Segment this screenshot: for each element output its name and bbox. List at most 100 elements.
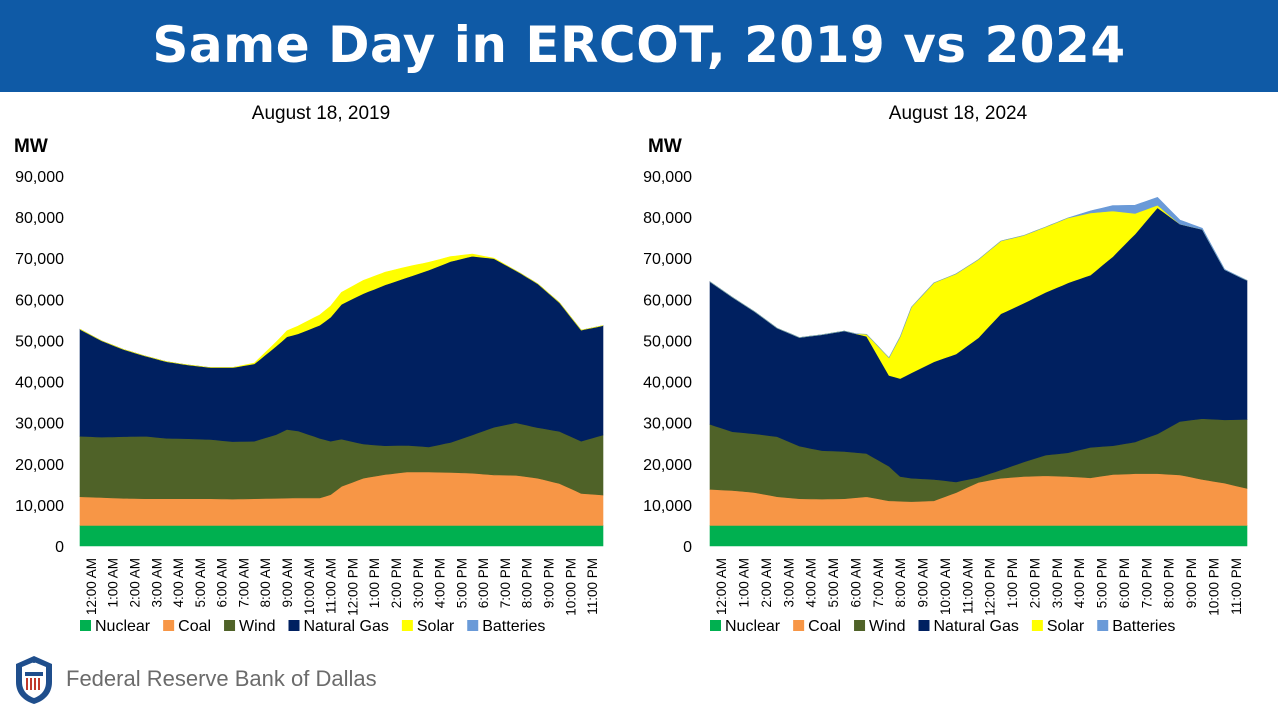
x-tick-label: 10:00 PM: [563, 558, 578, 616]
y-tick-label: 20,000: [643, 457, 692, 474]
x-tick-label: 4:00 PM: [1072, 558, 1087, 608]
legend-swatch: [1031, 620, 1043, 631]
x-tick-label: 9:00 AM: [280, 558, 295, 608]
y-tick-label: 40,000: [643, 375, 692, 392]
x-tick-label: 1:00 AM: [737, 558, 752, 608]
x-tick-label: 2:00 AM: [759, 558, 774, 608]
chart-2: August 18, 2024 MW 0 10,000 20,000 30,000 40,0…: [643, 103, 1248, 635]
x-tick-label: 6:00 PM: [1117, 558, 1132, 608]
x-tick-label: 8:00 AM: [893, 558, 908, 608]
y-tick-label: 60,000: [15, 292, 64, 309]
x-tick-label: 9:00 PM: [1184, 558, 1199, 608]
x-tick-label: 10:00 AM: [302, 558, 317, 615]
legend-swatch: [288, 620, 300, 631]
y-tick-label: 60,000: [643, 292, 692, 309]
legend-swatch: [224, 620, 236, 631]
x-tick-label: 11:00 PM: [1229, 558, 1244, 615]
x-tick-label: 3:00 AM: [781, 558, 796, 608]
series-nuclear: [709, 525, 1248, 547]
x-tick-label: 4:00 AM: [171, 558, 186, 608]
series-batteries: [709, 197, 1248, 359]
legend-swatch: [793, 620, 805, 631]
legend-swatch: [467, 620, 479, 631]
y-tick-label: 10,000: [15, 498, 64, 515]
x-tick-label: 12:00 PM: [345, 558, 360, 616]
x-tick-label: 4:00 AM: [804, 558, 819, 608]
y-tick-label: 30,000: [15, 416, 64, 433]
x-tick-label: 7:00 AM: [871, 558, 886, 608]
x-tick-label: 5:00 PM: [1095, 558, 1110, 608]
x-tick-label: 12:00 PM: [983, 558, 998, 616]
x-tick-label: 5:00 AM: [193, 558, 208, 608]
legend-label: Coal: [808, 618, 841, 635]
y-tick-label: 0: [55, 539, 64, 556]
y-axis-label: MW: [648, 136, 682, 157]
legend-swatch: [854, 620, 866, 631]
legend-label: Coal: [178, 618, 211, 635]
x-tick-label: 7:00 PM: [1139, 558, 1154, 608]
x-tick-label: 11:00 AM: [324, 558, 339, 614]
page-title: Same Day in ERCOT, 2019 vs 2024: [152, 16, 1126, 74]
footer-organization: Federal Reserve Bank of Dallas: [66, 666, 377, 691]
chart-title: August 18, 2024: [889, 103, 1028, 124]
legend-swatch: [1097, 620, 1109, 631]
y-tick-label: 70,000: [15, 251, 64, 268]
y-tick-label: 80,000: [643, 210, 692, 227]
legend: Nuclear Coal Wind Natural Gas Solar Batteries: [80, 618, 545, 635]
legend-label: Nuclear: [95, 618, 151, 635]
x-tick-label: 3:00 PM: [1050, 558, 1065, 608]
legend-label: Natural Gas: [304, 618, 389, 635]
y-tick-label: 50,000: [643, 333, 692, 350]
chart-1: August 18, 2019 MW 0 10,000 20,000 30,000 40,0…: [14, 103, 604, 635]
x-tick-label: 7:00 AM: [236, 558, 251, 608]
legend-label: Natural Gas: [934, 618, 1019, 635]
y-tick-label: 50,000: [15, 333, 64, 350]
x-tick-label: 2:00 PM: [1027, 558, 1042, 608]
x-tick-label: 1:00 PM: [1005, 558, 1020, 608]
x-tick-label: 2:00 PM: [389, 558, 404, 608]
series-nuclear: [79, 525, 604, 547]
x-tick-label: 2:00 AM: [127, 558, 142, 608]
x-tick-label: 5:00 PM: [454, 558, 469, 608]
series-solar: [79, 253, 604, 368]
legend-label: Nuclear: [725, 618, 781, 635]
y-tick-label: 0: [683, 539, 692, 556]
x-tick-label: 11:00 PM: [585, 558, 600, 615]
x-tick-label: 5:00 AM: [826, 558, 841, 608]
title-banner: [0, 0, 1278, 92]
series-natural-gas: [79, 255, 604, 448]
x-tick-label: 7:00 PM: [498, 558, 513, 608]
y-axis-label: MW: [14, 136, 48, 157]
x-tick-label: 9:00 PM: [542, 558, 557, 608]
x-tick-label: 6:00 AM: [215, 558, 230, 608]
legend-label: Solar: [1047, 618, 1085, 635]
x-tick-label: 11:00 AM: [960, 558, 975, 614]
federal-reserve-seal-icon: [16, 656, 52, 704]
legend-swatch: [80, 620, 91, 631]
x-tick-label: 9:00 AM: [916, 558, 931, 608]
legend: Nuclear Coal Wind Natural Gas Solar Batteries: [710, 618, 1175, 635]
y-tick-label: 10,000: [643, 498, 692, 515]
x-tick-label: 3:00 PM: [411, 558, 426, 608]
legend-swatch: [710, 620, 721, 631]
chart-title: August 18, 2019: [252, 103, 390, 124]
x-tick-label: 1:00 PM: [367, 558, 382, 608]
legend-swatch: [918, 620, 930, 631]
x-tick-label: 6:00 AM: [848, 558, 863, 608]
y-tick-label: 40,000: [15, 375, 64, 392]
y-tick-label: 30,000: [643, 416, 692, 433]
x-tick-label: 8:00 PM: [1162, 558, 1177, 608]
x-tick-label: 6:00 PM: [476, 558, 491, 608]
legend-swatch: [163, 620, 175, 631]
y-tick-label: 90,000: [643, 169, 692, 186]
x-tick-label: 12:00 AM: [714, 558, 729, 615]
x-tick-label: 1:00 AM: [106, 558, 121, 608]
x-tick-label: 10:00 PM: [1206, 558, 1221, 616]
legend-swatch: [401, 620, 413, 631]
x-tick-label: 8:00 PM: [520, 558, 535, 608]
legend-label: Batteries: [482, 618, 545, 635]
legend-label: Solar: [417, 618, 455, 635]
y-tick-label: 20,000: [15, 457, 64, 474]
x-tick-label: 4:00 PM: [433, 558, 448, 608]
x-tick-label: 12:00 AM: [84, 558, 99, 615]
